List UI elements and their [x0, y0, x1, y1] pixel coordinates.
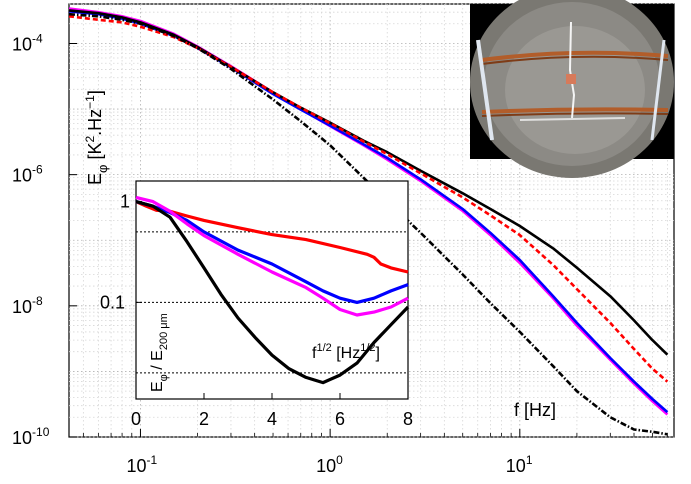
inset-series-line-3: [135, 195, 409, 317]
inset-x-tick-label: 2: [199, 409, 209, 429]
main-series-line-4: [68, 15, 669, 383]
inset-x-tick-label: 8: [403, 409, 413, 429]
inset-x-tick-label: 0: [131, 409, 141, 429]
photo-inset: [470, 0, 674, 178]
inset-tick-labels: 0 2 4 6 8 1 0.1: [100, 192, 413, 429]
inset-series-group: [135, 195, 410, 385]
inset-x-tick-label: 6: [335, 409, 345, 429]
inset-y-tick-label: 0.1: [100, 292, 125, 312]
main-x-axis-label: f [Hz]: [514, 400, 556, 420]
main-series-group: [68, 7, 669, 436]
inset-x-tick-label: 4: [267, 409, 277, 429]
inset-series-line-4: [135, 200, 410, 385]
inset-y-tick-label: 1: [120, 192, 130, 212]
